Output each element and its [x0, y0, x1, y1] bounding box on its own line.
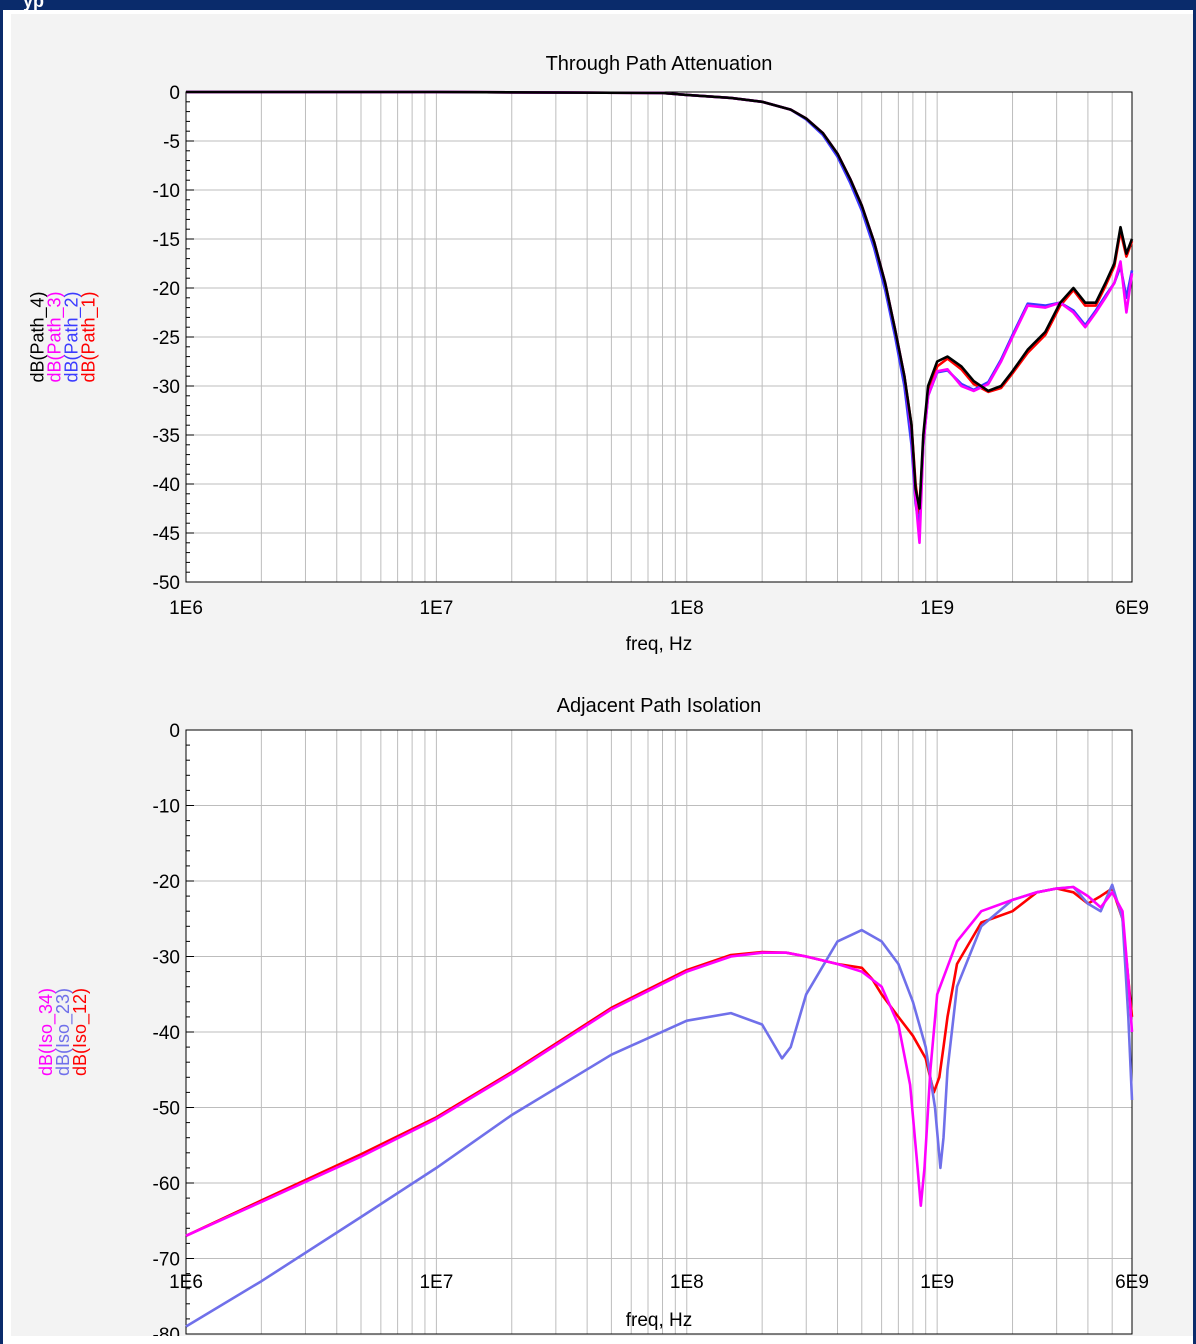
x-axis-label: freq, Hz	[626, 634, 693, 655]
legend-entry: dB(Iso_12)	[70, 988, 91, 1076]
x-tick-label: 1E7	[419, 598, 453, 619]
x-tick-label: 6E9	[1115, 1272, 1149, 1293]
y-tick-label: -70	[153, 1250, 180, 1271]
y-tick-label: 0	[169, 83, 180, 104]
charts-canvas: 0 -5 -10 -15 -20 -25 -30 -35 -40 -45 -50 1E6 1E7 1E8 1…	[28, 53, 1149, 1344]
series-line	[185, 887, 1134, 1237]
y-tick-label: -50	[153, 573, 180, 594]
chart-area: 0 -5 -10 -15 -20 -25 -30 -35 -40 -45 -50 1E6 1E7 1E8 1…	[11, 14, 1193, 1344]
series-line	[185, 883, 1134, 1328]
series-line	[186, 90, 1134, 510]
y-tick-label: -30	[153, 948, 180, 969]
y-tick-label: -20	[153, 279, 180, 300]
header-strip: yp	[3, 0, 1196, 10]
x-tick-label: 1E6	[169, 598, 203, 619]
y-tick-label: -10	[153, 797, 180, 818]
y-tick-label: -40	[153, 475, 180, 496]
y-tick-label: -60	[153, 1174, 180, 1195]
chart-2: 0 -10 -20 -30 -40 -50 -60 -70 -80 1E6 1E7 1E8 1E9 6E9…	[36, 695, 1149, 1344]
x-tick-label: 1E8	[670, 598, 704, 619]
x-tick-label: 1E8	[670, 1272, 704, 1293]
x-tick-label: 1E9	[920, 598, 954, 619]
x-axis-label: freq, Hz	[626, 1310, 693, 1331]
x-tick-label: 1E6	[169, 1272, 203, 1293]
y-tick-label: -20	[153, 872, 180, 893]
header-text-fragment: yp	[23, 0, 45, 10]
chart-1: 0 -5 -10 -15 -20 -25 -30 -35 -40 -45 -50 1E6 1E7 1E8 1…	[28, 53, 1149, 655]
y-tick-label: -5	[163, 132, 180, 153]
x-tick-label: 1E9	[920, 1272, 954, 1293]
legend-entry: dB(Path_3)	[45, 291, 66, 382]
y-tick-label: -15	[153, 230, 180, 251]
x-tick-label: 6E9	[1115, 598, 1149, 619]
y-tick-label: -45	[153, 524, 180, 545]
legend-entry: dB(Path_2)	[62, 291, 83, 382]
y-tick-label: -25	[153, 328, 180, 349]
x-tick-label: 1E7	[419, 1272, 453, 1293]
y-tick-label: -35	[153, 426, 180, 447]
legend-entry: dB(Iso_34)	[36, 988, 57, 1076]
y-tick-label: -80	[153, 1325, 180, 1336]
legend-entry: dB(Iso_23)	[53, 988, 74, 1076]
legend-entry: dB(Path_4)	[28, 291, 49, 382]
y-tick-label: -40	[153, 1023, 180, 1044]
y-tick-label: 0	[169, 721, 180, 742]
chart-title: Through Path Attenuation	[546, 53, 773, 75]
series-line	[185, 885, 1134, 1237]
y-tick-label: -10	[153, 181, 180, 202]
legend-entry: dB(Path_1)	[79, 291, 100, 382]
y-tick-label: -50	[153, 1099, 180, 1120]
chart-title: Adjacent Path Isolation	[557, 695, 762, 717]
y-tick-label: -30	[153, 377, 180, 398]
